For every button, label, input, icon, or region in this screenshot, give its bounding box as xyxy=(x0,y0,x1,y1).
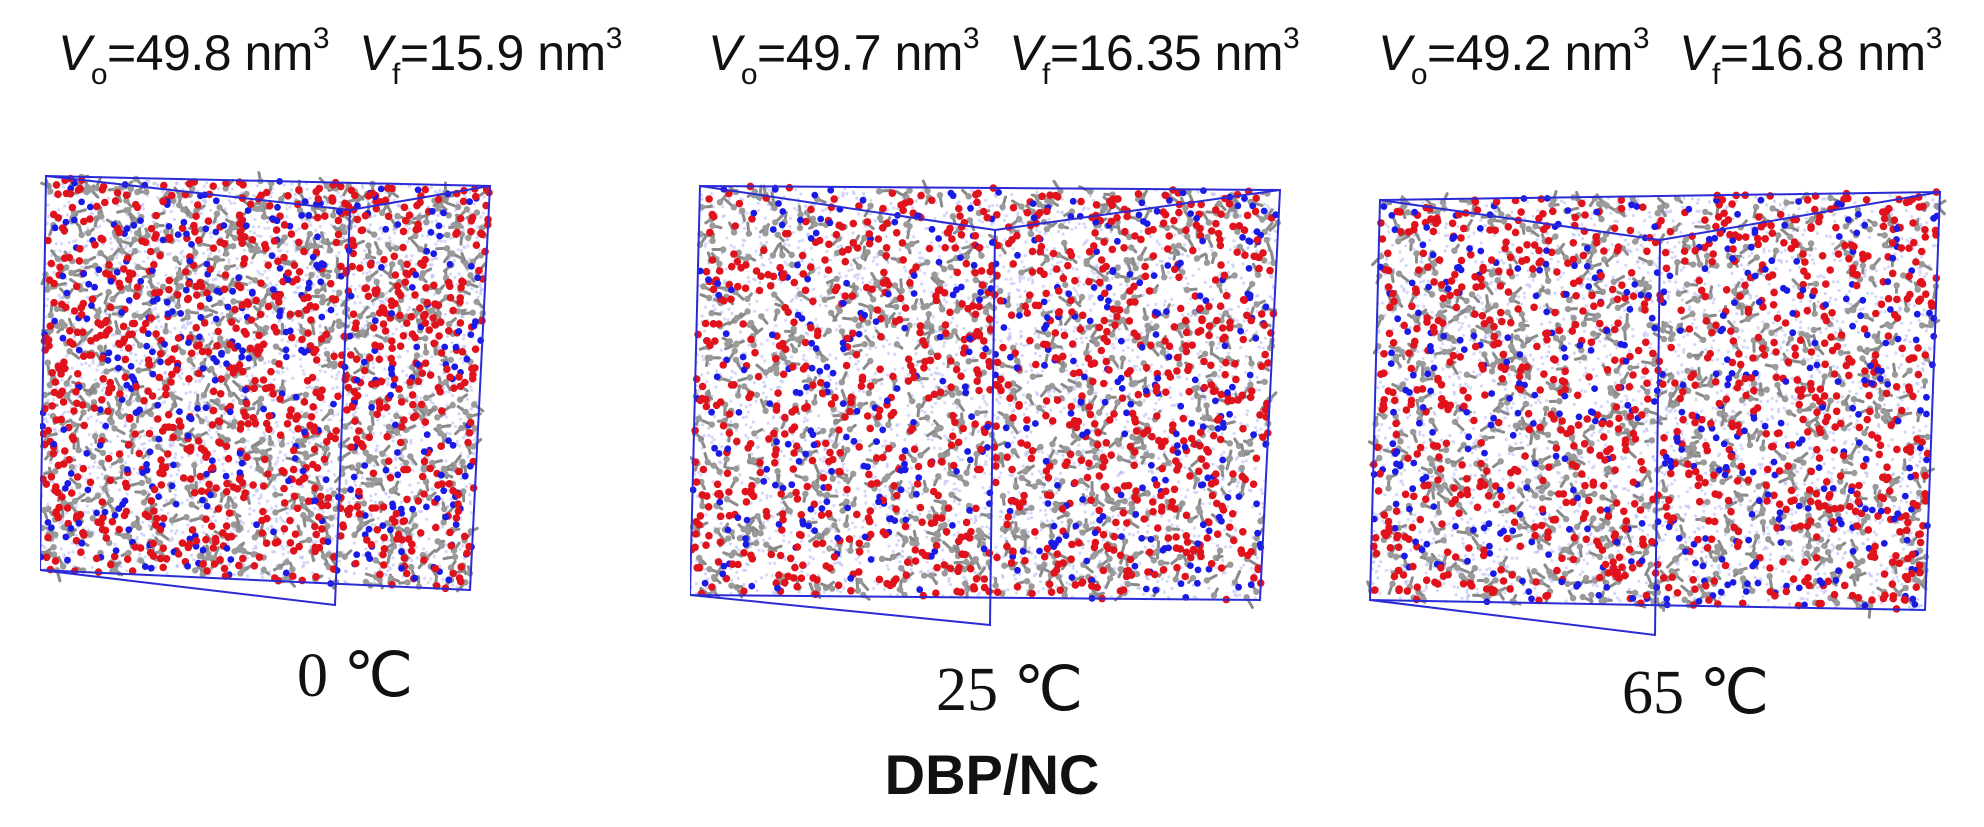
occupied-volume-value: =49.8 nm xyxy=(107,25,313,81)
atoms xyxy=(40,171,493,593)
free-volume-value: =16.35 nm xyxy=(1049,25,1284,81)
simulation-box-25c xyxy=(690,179,1282,627)
occupied-volume-exponent: 3 xyxy=(962,22,980,55)
panel-65c: Vo=49.2 nm3 Vf=16.8 nm3 65 ℃ xyxy=(1360,0,1980,827)
free-volume-exponent: 3 xyxy=(1282,22,1300,55)
occupied-volume-symbol: V xyxy=(58,25,91,81)
free-volume-value: =15.9 nm xyxy=(399,25,606,81)
volume-label: Vo=49.2 nm3 Vf=16.8 nm3 xyxy=(1378,22,1942,92)
free-volume-exponent: 3 xyxy=(605,22,623,55)
simulation-box-65c xyxy=(1366,188,1947,637)
free-volume-symbol: V xyxy=(359,25,392,81)
free-volume-subscript: f xyxy=(391,58,400,91)
occupied-volume-symbol: V xyxy=(1378,25,1411,81)
occupied-volume-value: =49.2 nm xyxy=(1427,25,1633,81)
box-edges xyxy=(1368,190,1942,637)
temperature-label: 65 ℃ xyxy=(1622,659,1770,727)
simulation-box-0c xyxy=(40,171,493,607)
volume-label: Vo=49.7 nm3 Vf=16.35 nm3 xyxy=(708,22,1300,92)
panel-25c: Vo=49.7 nm3 Vf=16.35 nm3 25 ℃ xyxy=(690,0,1310,827)
occupied-volume-symbol: V xyxy=(708,25,741,81)
free-volume-symbol: V xyxy=(1009,25,1042,81)
free-volume-symbol: V xyxy=(1679,25,1712,81)
free-volume-exponent: 3 xyxy=(1925,22,1943,55)
occupied-volume-exponent: 3 xyxy=(1632,22,1650,55)
free-volume-subscript: f xyxy=(1041,58,1050,91)
temperature-label: 0 ℃ xyxy=(297,642,414,710)
occupied-volume-subscript: o xyxy=(90,58,108,91)
free-volume-value: =16.8 nm xyxy=(1719,25,1926,81)
atoms xyxy=(690,179,1281,609)
occupied-volume-exponent: 3 xyxy=(312,22,330,55)
box-edges xyxy=(40,174,492,607)
occupied-volume-subscript: o xyxy=(740,58,758,91)
volume-label: Vo=49.8 nm3 Vf=15.9 nm3 xyxy=(58,22,622,92)
free-volume-subscript: f xyxy=(1711,58,1720,91)
panel-0c: Vo=49.8 nm3 Vf=15.9 nm3 0 ℃ xyxy=(40,0,660,827)
occupied-volume-subscript: o xyxy=(1410,58,1428,91)
box-edges xyxy=(690,184,1282,627)
temperature-label: 25 ℃ xyxy=(936,656,1084,724)
occupied-volume-value: =49.7 nm xyxy=(757,25,963,81)
figure-title: DBP/NC xyxy=(884,743,1100,806)
